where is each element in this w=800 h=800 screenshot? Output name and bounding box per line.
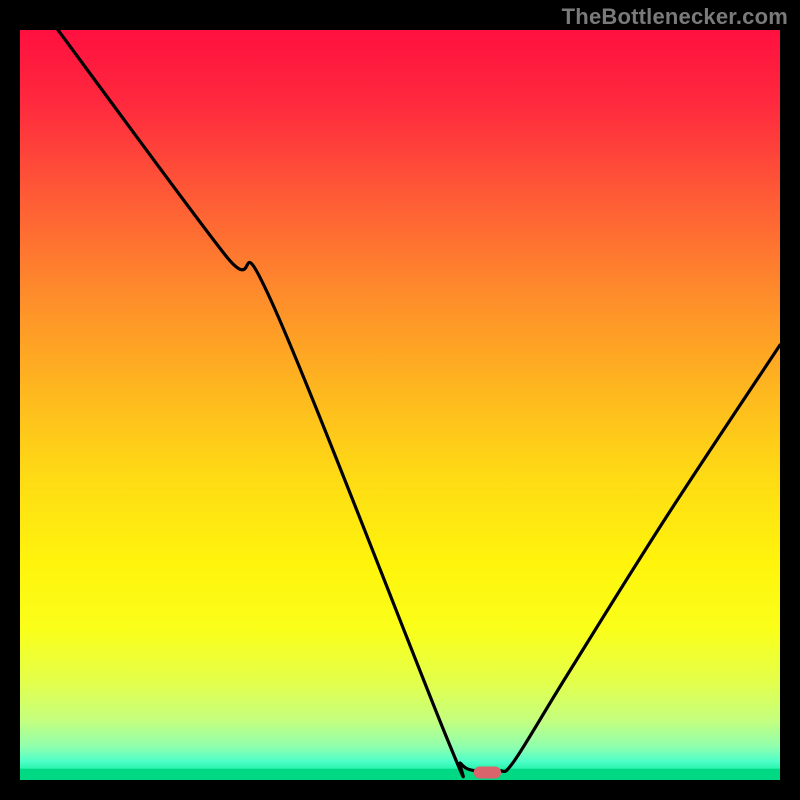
bottom-green-band: [20, 769, 780, 780]
bottleneck-chart: [0, 0, 800, 800]
gradient-background: [20, 30, 780, 780]
optimal-marker: [474, 767, 501, 779]
watermark-text: TheBottlenecker.com: [562, 4, 788, 30]
